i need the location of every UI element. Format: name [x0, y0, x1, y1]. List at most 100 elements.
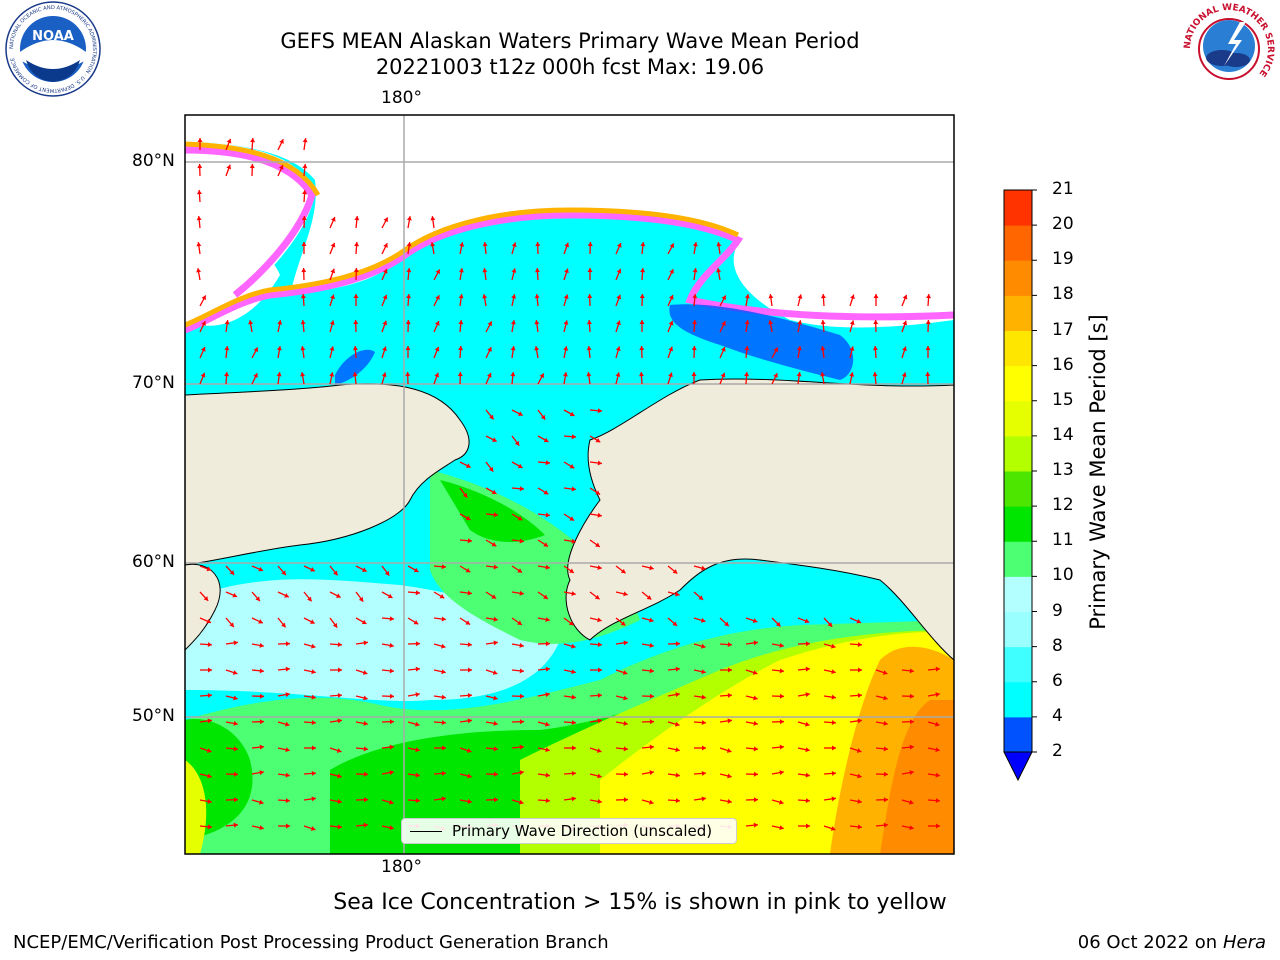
- colorbar-tick-label: 16: [1052, 354, 1074, 375]
- noaa-logo-text: NOAA: [32, 29, 74, 44]
- wave-direction-arrow: [563, 461, 575, 469]
- wave-direction-arrow: [771, 668, 785, 674]
- wave-direction-arrow: [563, 242, 570, 255]
- sea-ice-edge-yellow: [185, 207, 740, 328]
- wave-direction-arrow: [196, 268, 202, 281]
- colorbar-tick-label: 15: [1052, 389, 1074, 410]
- lon-label-bottom: 180°: [381, 857, 422, 877]
- colorbar-segment: [1004, 225, 1032, 261]
- wave-direction-arrow: [300, 372, 306, 385]
- wave-direction-arrow: [667, 617, 678, 627]
- wave-direction-arrow: [510, 320, 516, 333]
- wave-direction-arrow: [329, 216, 336, 229]
- wave-direction-arrow: [667, 591, 680, 597]
- wave-direction-arrow: [407, 641, 421, 647]
- wave-direction-arrow: [301, 267, 307, 281]
- colorbar-segment: [1004, 190, 1032, 226]
- wave-direction-arrow: [459, 565, 471, 573]
- wave-direction-arrow: [353, 294, 359, 306]
- wave-direction-arrow: [199, 747, 212, 753]
- wave-direction-arrow: [537, 539, 549, 548]
- wave-direction-arrow: [797, 641, 811, 647]
- period-band-18s: [880, 700, 954, 854]
- wave-direction-arrow: [485, 346, 492, 359]
- wave-direction-arrow: [537, 460, 551, 466]
- wave-direction-arrow: [381, 616, 395, 622]
- wave-direction-arrow: [535, 241, 541, 255]
- wave-direction-arrow: [823, 720, 837, 726]
- wave-direction-arrow: [225, 720, 238, 726]
- wave-direction-arrow: [301, 242, 307, 254]
- wave-direction-arrow: [719, 718, 732, 724]
- wave-direction-arrow: [587, 241, 593, 255]
- wave-direction-arrow: [563, 669, 576, 675]
- wave-direction-arrow: [563, 770, 577, 776]
- wave-direction-arrow: [458, 268, 464, 281]
- lat-label-80: 80°N: [132, 151, 175, 171]
- wave-direction-arrow: [641, 565, 654, 571]
- wave-direction-arrow: [745, 695, 758, 701]
- colorbar-tick-label: 17: [1052, 319, 1074, 340]
- wave-direction-arrow: [329, 773, 342, 779]
- wave-direction-arrow: [381, 799, 394, 805]
- wave-direction-arrow: [300, 293, 306, 307]
- wave-direction-arrow: [587, 268, 593, 280]
- wave-direction-arrow: [482, 268, 488, 281]
- wave-direction-arrow: [641, 642, 654, 648]
- wave-direction-arrow: [667, 798, 681, 804]
- wave-direction-arrow: [849, 642, 863, 648]
- wave-direction-arrow: [719, 642, 733, 648]
- wave-direction-arrow: [381, 346, 387, 359]
- wave-direction-arrow: [301, 215, 307, 229]
- wave-direction-arrow: [563, 268, 569, 281]
- wave-direction-arrow: [744, 320, 750, 333]
- wave-direction-arrow: [641, 617, 654, 623]
- wave-direction-arrow: [355, 746, 369, 752]
- colorbar-segment: [1004, 365, 1032, 402]
- wave-direction-arrow: [355, 797, 369, 803]
- wave-direction-arrow: [926, 293, 932, 307]
- wave-direction-arrow: [771, 770, 784, 776]
- wave-direction-arrow: [407, 617, 419, 625]
- wave-direction-arrow: [691, 372, 697, 384]
- wave-direction-arrow: [251, 719, 265, 725]
- wave-direction-arrow: [719, 798, 732, 804]
- wave-direction-arrow: [251, 372, 258, 385]
- colorbar-under-triangle: [1003, 751, 1033, 782]
- wave-direction-arrow: [406, 267, 412, 281]
- wave-direction-arrow: [248, 320, 254, 333]
- graticule: [185, 115, 954, 854]
- wave-direction-arrow: [276, 372, 282, 385]
- wave-direction-arrow: [381, 591, 393, 599]
- wave-direction-arrow: [511, 770, 524, 776]
- colorbar-tick-label: 18: [1052, 284, 1074, 305]
- wave-direction-arrow: [534, 293, 540, 307]
- wave-direction-arrow: [534, 320, 540, 333]
- wave-direction-arrow: [485, 461, 494, 472]
- wave-direction-arrow: [485, 746, 499, 752]
- wave-direction-arrow: [303, 825, 316, 831]
- wave-direction-arrow: [693, 591, 704, 601]
- wave-direction-arrow: [667, 243, 675, 255]
- wave-direction-arrow: [823, 617, 833, 628]
- wave-direction-arrow: [199, 295, 207, 307]
- wave-direction-arrow: [510, 371, 516, 385]
- map-frame: [184, 114, 955, 855]
- wave-direction-arrow: [511, 294, 517, 307]
- wave-direction-arrow: [199, 824, 213, 830]
- wave-direction-arrow: [329, 242, 336, 255]
- wave-direction-arrow: [407, 721, 420, 727]
- wave-direction-arrow: [354, 241, 360, 255]
- wave-direction-arrow: [771, 799, 784, 805]
- wave-direction-arrow: [615, 565, 626, 574]
- wave-direction-arrow: [459, 513, 471, 521]
- wave-direction-arrow: [641, 799, 654, 805]
- wave-direction-arrow: [563, 294, 569, 307]
- wave-direction-arrow: [459, 538, 473, 544]
- wave-direction-arrow: [589, 435, 601, 443]
- wave-direction-arrow: [458, 345, 464, 359]
- colorbar-segment: [1004, 330, 1032, 367]
- wave-direction-arrow: [406, 293, 412, 307]
- wave-direction-arrow: [589, 692, 603, 698]
- wave-direction-arrow: [693, 669, 706, 675]
